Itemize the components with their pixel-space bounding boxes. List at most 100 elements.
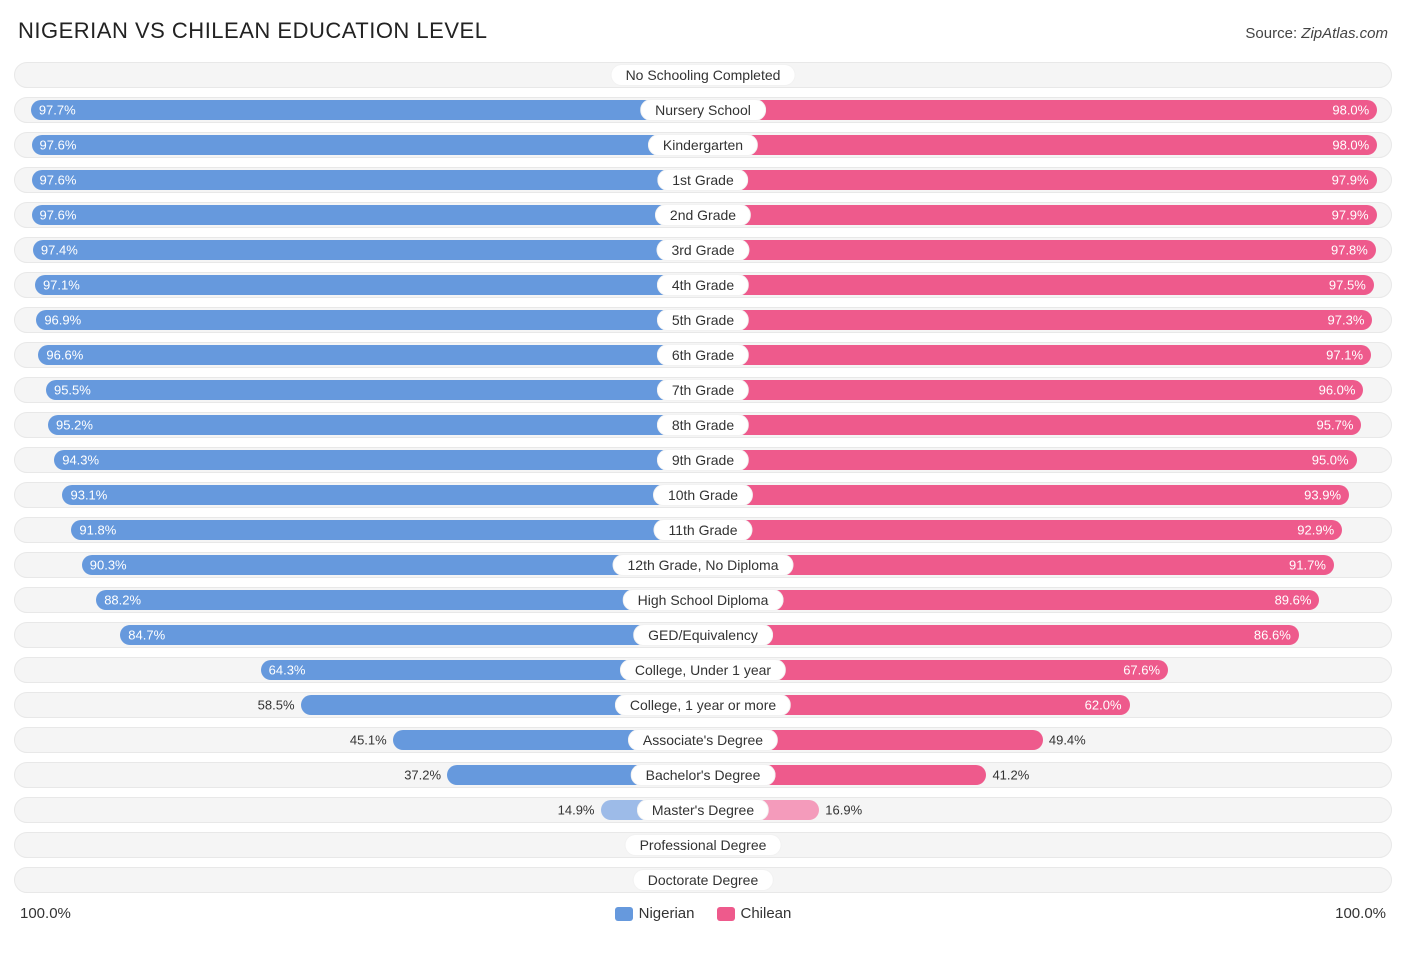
legend: Nigerian Chilean [71, 905, 1335, 922]
bar-left: 94.3% [54, 450, 703, 470]
pct-label-left: 84.7% [128, 628, 165, 643]
bar-right: 97.9% [703, 205, 1377, 225]
bar-right: 93.9% [703, 485, 1349, 505]
category-label: College, Under 1 year [620, 659, 786, 681]
bar-right: 97.3% [703, 310, 1372, 330]
bar-left: 93.1% [62, 485, 703, 505]
legend-label-right: Chilean [741, 905, 792, 922]
chart-row: 95.2% 95.7% 8th Grade [14, 412, 1392, 438]
pct-label-right: 16.9% [825, 803, 862, 818]
chart-title: NIGERIAN VS CHILEAN EDUCATION LEVEL [18, 18, 487, 44]
bar-right: 97.1% [703, 345, 1371, 365]
bar-right: 95.7% [703, 415, 1361, 435]
chart-row: 90.3% 91.7% 12th Grade, No Diploma [14, 552, 1392, 578]
bar-right: 89.6% [703, 590, 1319, 610]
category-label: Professional Degree [625, 834, 782, 856]
chart-row: 93.1% 93.9% 10th Grade [14, 482, 1392, 508]
pct-label-left: 93.1% [70, 488, 107, 503]
pct-label-right: 95.7% [1317, 418, 1354, 433]
legend-label-left: Nigerian [639, 905, 695, 922]
chart-row: 2.3%2.0%No Schooling Completed [14, 62, 1392, 88]
category-label: 10th Grade [653, 484, 753, 506]
category-label: 5th Grade [657, 309, 749, 331]
pct-label-left: 97.6% [40, 138, 77, 153]
chart-rows: 2.3%2.0%No Schooling Completed 97.7%98.0%… [14, 62, 1392, 893]
chart-row: 97.1% 97.5%4th Grade [14, 272, 1392, 298]
legend-swatch-right [717, 907, 735, 921]
pct-label-left: 97.4% [41, 243, 78, 258]
category-label: Master's Degree [637, 799, 769, 821]
category-label: 1st Grade [657, 169, 748, 191]
bar-right: 92.9% [703, 520, 1342, 540]
pct-label-left: 95.5% [54, 383, 91, 398]
chart-footer: 100.0% Nigerian Chilean 100.0% [14, 903, 1392, 924]
pct-label-left: 90.3% [90, 558, 127, 573]
pct-label-right: 41.2% [992, 768, 1029, 783]
bar-right: 98.0% [703, 135, 1377, 155]
pct-label-left: 14.9% [558, 803, 595, 818]
pct-label-left: 96.9% [44, 313, 81, 328]
bar-right: 86.6% [703, 625, 1299, 645]
pct-label-right: 93.9% [1304, 488, 1341, 503]
chart-row: 58.5%62.0%College, 1 year or more [14, 692, 1392, 718]
pct-label-right: 95.0% [1312, 453, 1349, 468]
chart-row: 97.4% 97.8% 3rd Grade [14, 237, 1392, 263]
pct-label-left: 91.8% [79, 523, 116, 538]
pct-label-left: 97.1% [43, 278, 80, 293]
chart-row: 88.2% 89.6% High School Diploma [14, 587, 1392, 613]
category-label: 4th Grade [657, 274, 749, 296]
chart-row: 97.6% 97.9% 2nd Grade [14, 202, 1392, 228]
bar-left: 97.6% [32, 205, 703, 225]
bar-right: 97.9% [703, 170, 1377, 190]
chart-source: Source: ZipAtlas.com [1245, 25, 1388, 42]
legend-swatch-left [615, 907, 633, 921]
pct-label-left: 96.6% [46, 348, 83, 363]
axis-left-label: 100.0% [20, 905, 71, 922]
category-label: 6th Grade [657, 344, 749, 366]
bar-left: 97.6% [32, 135, 703, 155]
pct-label-right: 96.0% [1319, 383, 1356, 398]
pct-label-left: 88.2% [104, 593, 141, 608]
pct-label-right: 97.8% [1331, 243, 1368, 258]
chart-row: 1.8%2.2%Doctorate Degree [14, 867, 1392, 893]
bar-right: 96.0% [703, 380, 1363, 400]
pct-label-left: 45.1% [350, 733, 387, 748]
chart-row: 84.7%86.6%GED/Equivalency [14, 622, 1392, 648]
source-label: Source: [1245, 25, 1301, 42]
bar-left: 96.9% [36, 310, 703, 330]
pct-label-right: 92.9% [1297, 523, 1334, 538]
bar-right: 97.5% [703, 275, 1374, 295]
category-label: High School Diploma [623, 589, 784, 611]
bar-left: 96.6% [38, 345, 703, 365]
bar-left: 84.7% [120, 625, 703, 645]
pct-label-right: 97.3% [1328, 313, 1365, 328]
axis-right-label: 100.0% [1335, 905, 1386, 922]
chart-row: 97.7%98.0%Nursery School [14, 97, 1392, 123]
category-label: 12th Grade, No Diploma [613, 554, 794, 576]
chart-header: NIGERIAN VS CHILEAN EDUCATION LEVEL Sour… [14, 10, 1392, 62]
category-label: College, 1 year or more [615, 694, 791, 716]
chart-row: 91.8%92.9%11th Grade [14, 517, 1392, 543]
pct-label-left: 95.2% [56, 418, 93, 433]
category-label: 9th Grade [657, 449, 749, 471]
source-name: ZipAtlas.com [1301, 25, 1388, 42]
category-label: 8th Grade [657, 414, 749, 436]
pct-label-right: 91.7% [1289, 558, 1326, 573]
pct-label-right: 89.6% [1275, 593, 1312, 608]
pct-label-right: 67.6% [1123, 663, 1160, 678]
bar-right: 98.0% [703, 100, 1377, 120]
pct-label-left: 94.3% [62, 453, 99, 468]
category-label: Associate's Degree [628, 729, 778, 751]
pct-label-right: 97.9% [1332, 208, 1369, 223]
category-label: 2nd Grade [655, 204, 751, 226]
category-label: 3rd Grade [656, 239, 749, 261]
bar-left: 97.4% [33, 240, 703, 260]
bar-left: 88.2% [96, 590, 703, 610]
bar-left: 97.7% [31, 100, 703, 120]
chart-row: 96.9% 97.3% 5th Grade [14, 307, 1392, 333]
category-label: 7th Grade [657, 379, 749, 401]
legend-item-left: Nigerian [615, 905, 695, 922]
chart-row: 4.2%5.3%Professional Degree [14, 832, 1392, 858]
category-label: No Schooling Completed [611, 64, 796, 86]
chart-row: 95.5% 96.0% 7th Grade [14, 377, 1392, 403]
